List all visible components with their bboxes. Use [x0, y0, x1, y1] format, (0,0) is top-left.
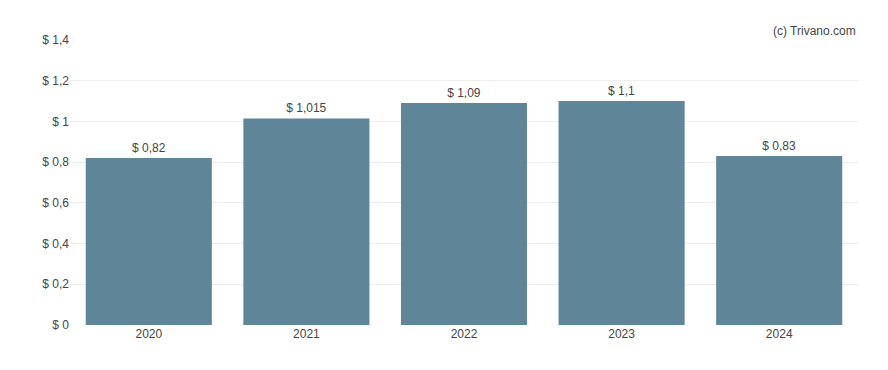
svg-text:$ 0,8: $ 0,8: [42, 155, 69, 169]
svg-text:$ 1,1: $ 1,1: [608, 84, 635, 98]
svg-text:2024: 2024: [766, 327, 793, 341]
svg-text:$ 0,6: $ 0,6: [42, 196, 69, 210]
svg-text:$ 1,2: $ 1,2: [42, 74, 69, 88]
svg-text:$ 1,09: $ 1,09: [447, 86, 481, 100]
svg-text:$ 1,015: $ 1,015: [286, 101, 326, 115]
svg-text:$ 0: $ 0: [52, 318, 69, 332]
svg-text:2022: 2022: [451, 327, 478, 341]
svg-text:2020: 2020: [135, 327, 162, 341]
svg-text:$ 0,83: $ 0,83: [762, 139, 796, 153]
svg-text:$ 0,82: $ 0,82: [132, 141, 166, 155]
svg-text:$ 1: $ 1: [52, 115, 69, 129]
svg-text:$ 1,4: $ 1,4: [42, 33, 69, 47]
svg-text:2023: 2023: [608, 327, 635, 341]
svg-text:$ 0,4: $ 0,4: [42, 237, 69, 251]
svg-text:(c) Trivano.com: (c) Trivano.com: [773, 24, 856, 38]
svg-text:2021: 2021: [293, 327, 320, 341]
svg-text:$ 0,2: $ 0,2: [42, 277, 69, 291]
